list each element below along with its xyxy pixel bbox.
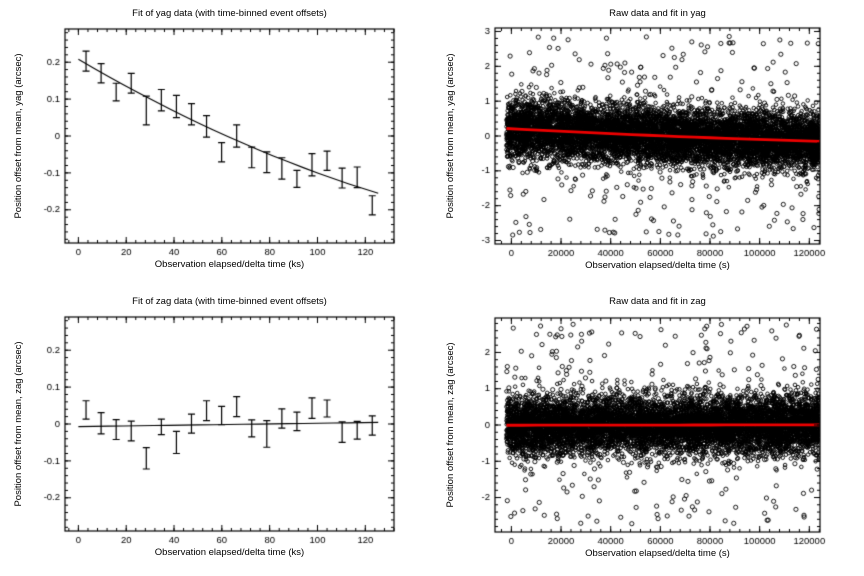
chart-title: Raw data and fit in zag bbox=[609, 296, 706, 307]
panel-raw-yag: Raw data and fit in yag Observation elap… bbox=[432, 0, 864, 288]
raw-zag-plot bbox=[432, 288, 864, 576]
y-axis-label: Position offset from mean, yag (arcsec) bbox=[13, 53, 24, 219]
x-axis-label: Observation elapsed/delta time (ks) bbox=[154, 547, 305, 558]
panel-fit-yag: Fit of yag data (with time-binned event … bbox=[0, 0, 432, 288]
fit-zag-plot bbox=[0, 288, 432, 576]
x-axis-label: Observation elapsed/delta time (ks) bbox=[154, 259, 305, 270]
chart-title: Raw data and fit in yag bbox=[609, 8, 706, 19]
x-axis-label: Observation elapsed/delta time (s) bbox=[585, 548, 730, 559]
fit-yag-plot bbox=[0, 0, 432, 288]
raw-yag-plot bbox=[432, 0, 864, 288]
x-axis-label: Observation elapsed/delta time (s) bbox=[585, 260, 730, 271]
y-axis-label: Position offset from mean, zag (arcsec) bbox=[445, 342, 456, 508]
panel-fit-zag: Fit of zag data (with time-binned event … bbox=[0, 288, 432, 576]
panel-raw-zag: Raw data and fit in zag Observation elap… bbox=[432, 288, 864, 576]
chart-title: Fit of zag data (with time-binned event … bbox=[132, 296, 327, 307]
y-axis-label: Position offset from mean, yag (arcsec) bbox=[445, 53, 456, 219]
chart-title: Fit of yag data (with time-binned event … bbox=[132, 8, 327, 19]
y-axis-label: Position offset from mean, zag (arcsec) bbox=[13, 341, 24, 507]
